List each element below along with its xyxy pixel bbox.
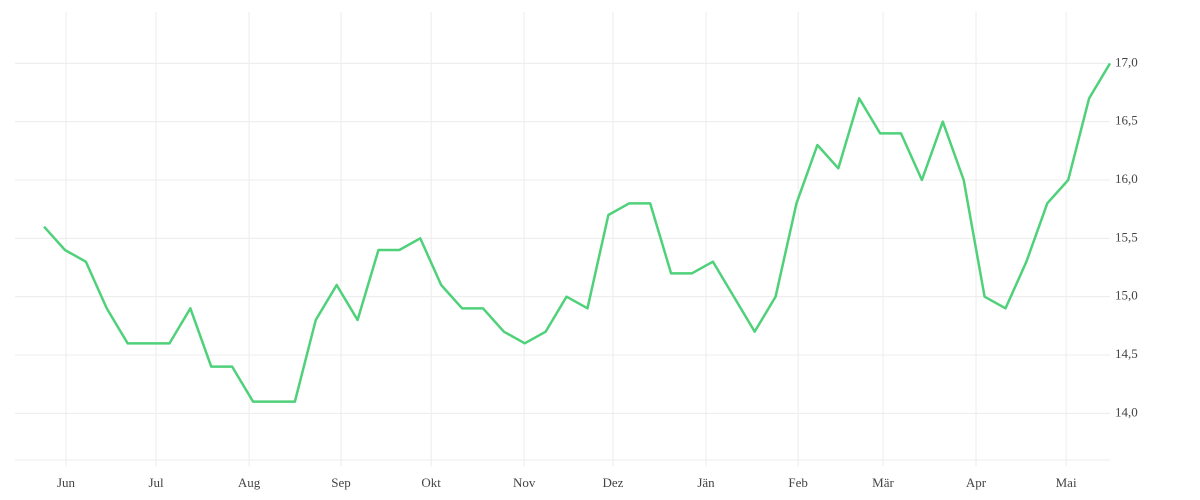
x-tick-label: Jun xyxy=(57,475,76,490)
y-tick-label: 16,0 xyxy=(1115,171,1138,186)
y-tick-label: 16,5 xyxy=(1115,113,1138,128)
x-tick-label: Aug xyxy=(238,475,261,490)
x-tick-label: Sep xyxy=(331,475,351,490)
y-tick-label: 17,0 xyxy=(1115,54,1138,69)
y-tick-label: 14,5 xyxy=(1115,346,1138,361)
x-tick-label: Mai xyxy=(1056,475,1077,490)
x-tick-label: Jul xyxy=(148,475,164,490)
x-tick-label: Apr xyxy=(966,475,987,490)
x-tick-label: Nov xyxy=(513,475,536,490)
x-tick-label: Okt xyxy=(421,475,441,490)
x-tick-label: Dez xyxy=(603,475,624,490)
x-tick-label: Jän xyxy=(697,475,715,490)
y-tick-label: 15,0 xyxy=(1115,288,1138,303)
x-tick-label: Feb xyxy=(788,475,808,490)
data-line xyxy=(43,62,1112,403)
y-tick-label: 14,0 xyxy=(1115,404,1138,419)
x-tick-label: Mär xyxy=(872,475,894,490)
y-tick-label: 15,5 xyxy=(1115,229,1138,244)
